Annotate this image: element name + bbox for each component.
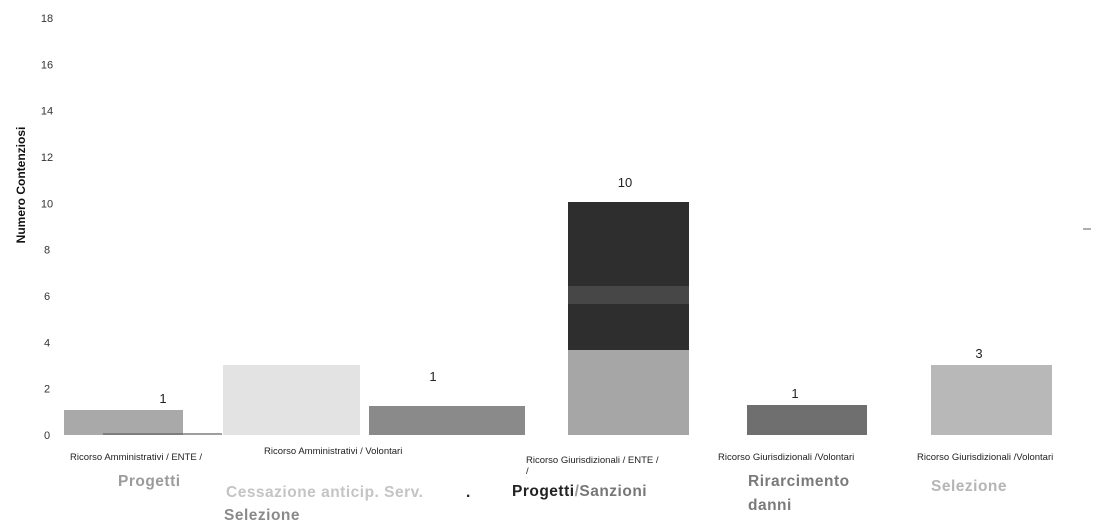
value-label-3: 10 bbox=[618, 175, 632, 190]
sub-label-cessazione-dot: . bbox=[466, 484, 471, 501]
category-label-4: Ricorso Giurisdizionali /Volontari bbox=[718, 452, 854, 463]
y-tick-label: 8 bbox=[44, 245, 50, 257]
y-tick-label: 16 bbox=[41, 59, 53, 71]
category-label-5: Ricorso Giurisdizionali /Volontari bbox=[917, 452, 1053, 463]
y-tick-label: 0 bbox=[44, 430, 50, 442]
sub-label-risarcimento-2: danni bbox=[748, 497, 792, 514]
category-label-3-slash: / bbox=[526, 466, 529, 477]
value-label-2: 1 bbox=[429, 369, 436, 384]
y-tick-label: 14 bbox=[41, 106, 53, 118]
bar-giur-volontari-risarcimento bbox=[747, 405, 867, 435]
y-tick-label: 18 bbox=[41, 13, 53, 25]
bar-volontari-amm bbox=[369, 406, 525, 435]
y-tick-label: 4 bbox=[44, 337, 50, 349]
sub-label-progetti-1: Progetti bbox=[118, 473, 181, 490]
y-tick-label: 2 bbox=[44, 384, 50, 396]
sub-label-slash: / bbox=[575, 483, 580, 500]
y-tick-label: 6 bbox=[44, 291, 50, 303]
sub-label-progetti-sanzioni: Progetti/Sanzioni bbox=[512, 483, 647, 500]
bar-giur-ente-band bbox=[568, 286, 689, 304]
sub-label-cessazione: Cessazione anticip. Serv. bbox=[226, 484, 423, 501]
sub-label-selezione-2: Selezione bbox=[931, 478, 1007, 495]
bar-giur-ente-progetti bbox=[568, 350, 689, 435]
sub-label-progetti-2: Progetti bbox=[512, 483, 575, 500]
bar-giur-ente-sanzioni bbox=[568, 202, 689, 350]
sub-label-sanzioni: Sanzioni bbox=[579, 483, 647, 500]
value-label-1: 1 bbox=[159, 391, 166, 406]
bar-ente-amm-cessazione bbox=[223, 365, 360, 435]
sub-label-risarcimento-1: Rirarcimento bbox=[748, 473, 850, 490]
category-label-3: Ricorso Giurisdizionali / ENTE / bbox=[526, 455, 659, 466]
bar-ente-amm-progetti bbox=[64, 410, 183, 435]
sub-label-selezione-1: Selezione bbox=[224, 507, 300, 524]
y-axis: Numero Contenziosi 0 2 4 6 8 10 12 14 16 18 bbox=[14, 13, 53, 442]
value-label-4: 1 bbox=[791, 386, 798, 401]
y-tick-label: 10 bbox=[41, 198, 53, 210]
bar-giur-volontari-selezione bbox=[931, 365, 1052, 435]
category-label-1: Ricorso Amministrativi / ENTE / bbox=[70, 452, 202, 463]
category-label-2: Ricorso Amministrativi / Volontari bbox=[264, 446, 402, 457]
y-axis-title: Numero Contenziosi bbox=[14, 127, 28, 244]
value-label-5: 3 bbox=[975, 346, 982, 361]
y-tick-label: 12 bbox=[41, 152, 53, 164]
